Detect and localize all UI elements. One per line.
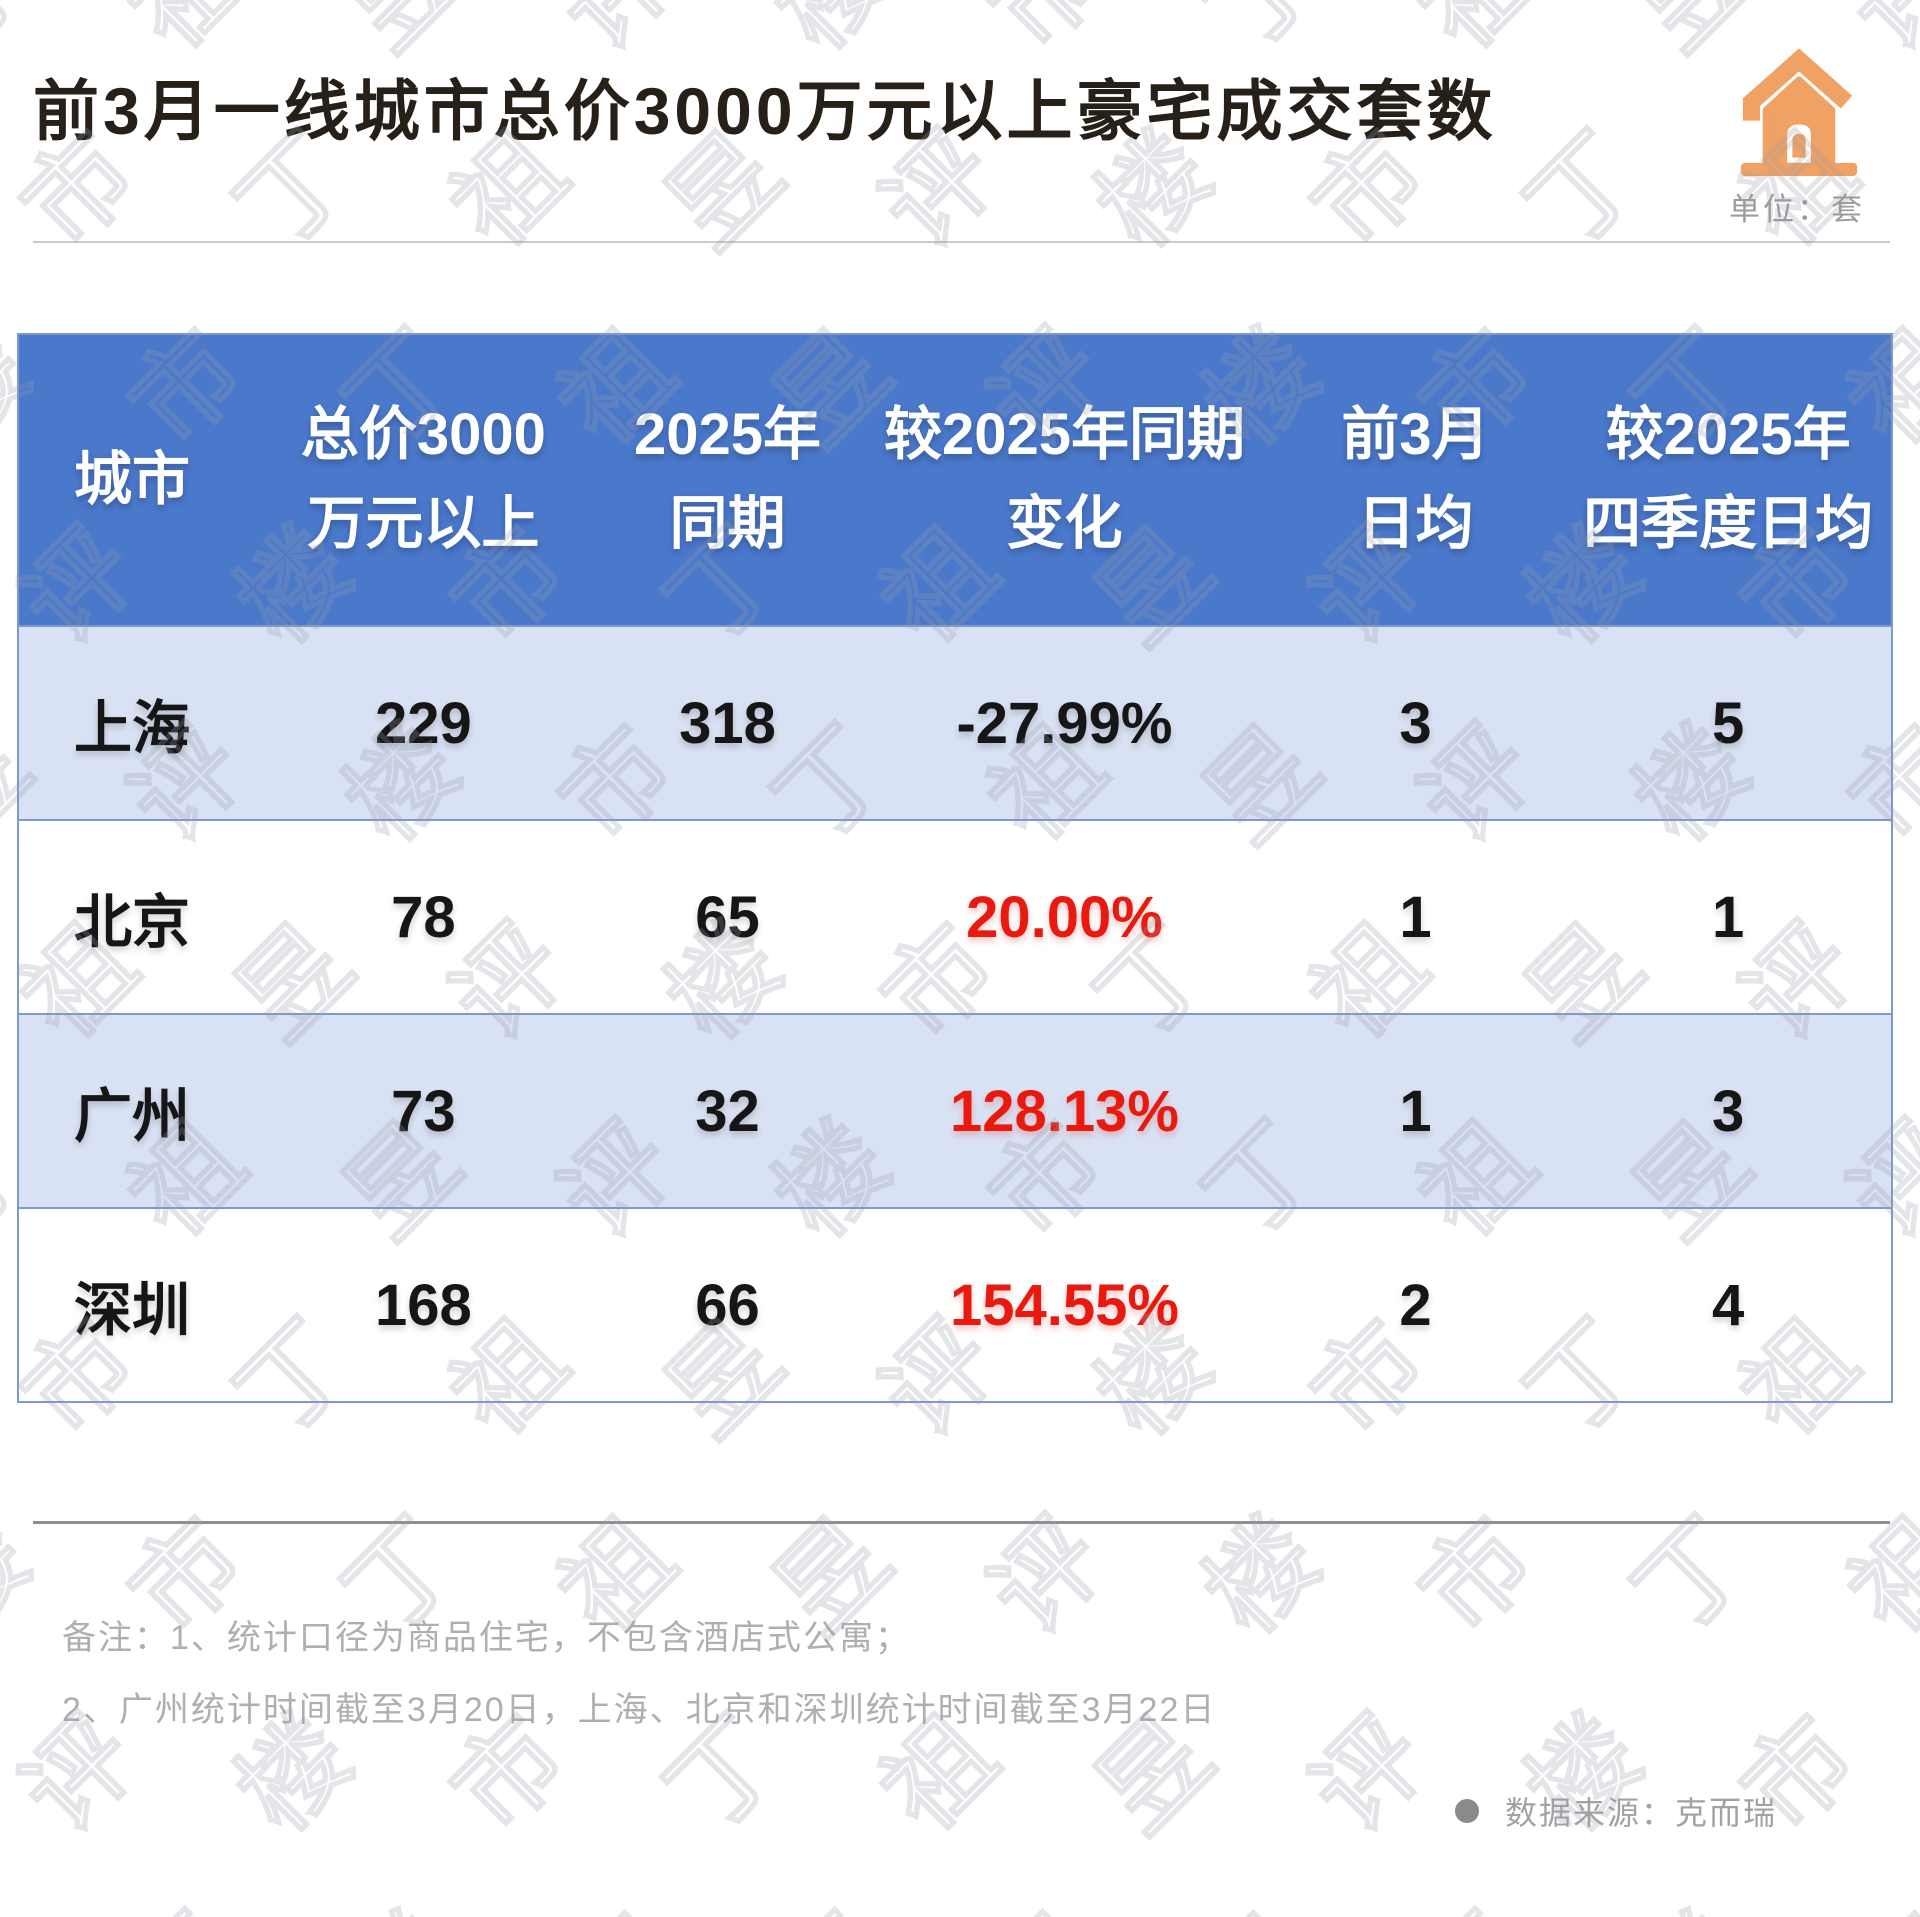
value-cell: 3 [1399,690,1432,756]
change-cell: 128.13% [949,1078,1179,1144]
note-line-2: 2、广州统计时间截至3月20日，上海、北京和深圳统计时间截至3月22日 [62,1691,1217,1729]
column-header-label: 城市 [74,446,191,512]
column-header-label: 较2025年 [1605,402,1851,468]
value-cell: 66 [695,1272,760,1338]
value-cell: 168 [374,1272,472,1338]
value-cell: 32 [695,1078,760,1144]
watermark-char: 丁 [1183,0,1342,72]
watermark-char: 评 [538,0,697,72]
table-row-上海: 上海 229 318 -27.99% 3 5 [19,625,1891,819]
column-header-label: 日均 [1357,491,1474,556]
watermark-char: 祖 [1828,1497,1920,1656]
value-cell: 1 [1399,884,1432,950]
watermark-char: 评 [968,1497,1127,1656]
value-cell: 78 [391,884,456,950]
watermark-char: 评 [108,1893,267,1917]
house-baseline [1740,162,1858,177]
watermark-char: 昱 [0,1893,52,1917]
column-header-5: 前3月日均 [1266,335,1566,625]
change-cell: 20.00% [966,884,1163,950]
watermark-char: 楼 [1613,1893,1772,1917]
watermark-char: 市 [968,0,1127,72]
house-door [1792,133,1806,158]
city-cell: 深圳 [74,1278,191,1343]
value-cell: 3 [1711,1078,1745,1144]
house-roof [1742,48,1853,121]
watermark-char: 祖 [968,1893,1127,1917]
value-cell: 2 [1399,1272,1432,1338]
unit-label: 单位：套 [1729,192,1865,227]
watermark-char: 楼 [753,0,912,72]
table-row-广州: 广州 73 32 128.13% 1 3 [19,1013,1891,1207]
value-cell: 65 [695,884,760,950]
value-cell: 229 [374,690,472,756]
watermark-char: 评 [1290,1695,1449,1854]
column-header-1: 城市 [19,335,255,625]
watermark-char: 昱 [1183,1893,1342,1917]
watermark-char: 楼 [0,1497,52,1656]
value-cell: 1 [1711,884,1745,950]
column-header-3: 2025年同期 [592,335,863,625]
watermark-char: 丁 [753,1893,912,1917]
table-row-深圳: 深圳 168 66 154.55% 2 4 [19,1207,1891,1401]
house-body [1762,76,1836,167]
data-source: 数据来源：克而瑞 [1454,1788,1777,1834]
value-cell: 318 [679,690,776,756]
column-header-label: 前3月 [1341,402,1490,468]
watermark-char: 市 [1398,1497,1557,1656]
watermark-char: 市 [538,1893,697,1917]
watermark-char: 丁 [0,0,52,72]
column-header-label: 较2025年同期 [883,402,1245,468]
table-body: 上海 229 318 -27.99% 3 5 北京 78 65 20.00% 1 1 广州 73 32 128… [19,625,1891,1401]
value-cell: 73 [391,1078,456,1144]
watermark-char: 祖 [108,0,267,72]
value-cell: 4 [1711,1272,1745,1338]
watermark-char: 丁 [1613,1497,1772,1656]
city-cell: 广州 [74,1084,191,1149]
note-line-1: 备注：1、统计口径为商品住宅，不包含酒店式公寓； [62,1619,911,1657]
column-header-4: 较2025年同期 变化 [863,335,1265,625]
change-cell: 154.55% [949,1272,1179,1338]
watermark-char: 市 [1828,1893,1920,1917]
house-icon [1740,48,1858,177]
change-cell: -27.99% [956,690,1173,756]
city-cell: 上海 [74,696,191,761]
column-header-label: 万元以上 [307,491,540,556]
watermark-char: 楼 [1183,1497,1342,1656]
column-header-label: 同期 [669,491,786,556]
watermark-char: 评 [1398,1893,1557,1917]
value-cell: 5 [1711,690,1745,756]
watermark-char: 楼 [323,1893,482,1917]
value-cell: 1 [1399,1078,1432,1144]
watermark-char: 昱 [323,0,482,72]
watermark-char: 祖 [1398,0,1557,72]
top-divider [33,241,1890,243]
source-bullet-icon [1454,1799,1479,1823]
table-row-北京: 北京 78 65 20.00% 1 1 [19,819,1891,1013]
page-title: 前3月一线城市总价3000万元以上豪宅成交套数 [33,74,1497,148]
table-header-row: 城市 总价3000 万元以上 2025年 同期 较2025年同期 变化 前3月 日均 较2025年… [19,335,1891,625]
notes-divider [33,1521,1890,1524]
column-header-6: 较2025年 四季度日均 [1565,335,1891,625]
city-cell: 北京 [74,890,191,955]
column-header-label: 总价3000 [300,402,546,468]
column-header-label: 四季度日均 [1583,491,1874,556]
column-header-2: 总价3000 万元以上 [255,335,592,625]
source-label: 数据来源：克而瑞 [1504,1795,1777,1831]
data-table: 城市 总价3000 万元以上 2025年 同期 较2025年同期 变化 前3月 日均 较2025年… [17,333,1893,1403]
column-header-label: 2025年 [634,402,822,468]
column-header-label: 变化 [1006,491,1123,556]
